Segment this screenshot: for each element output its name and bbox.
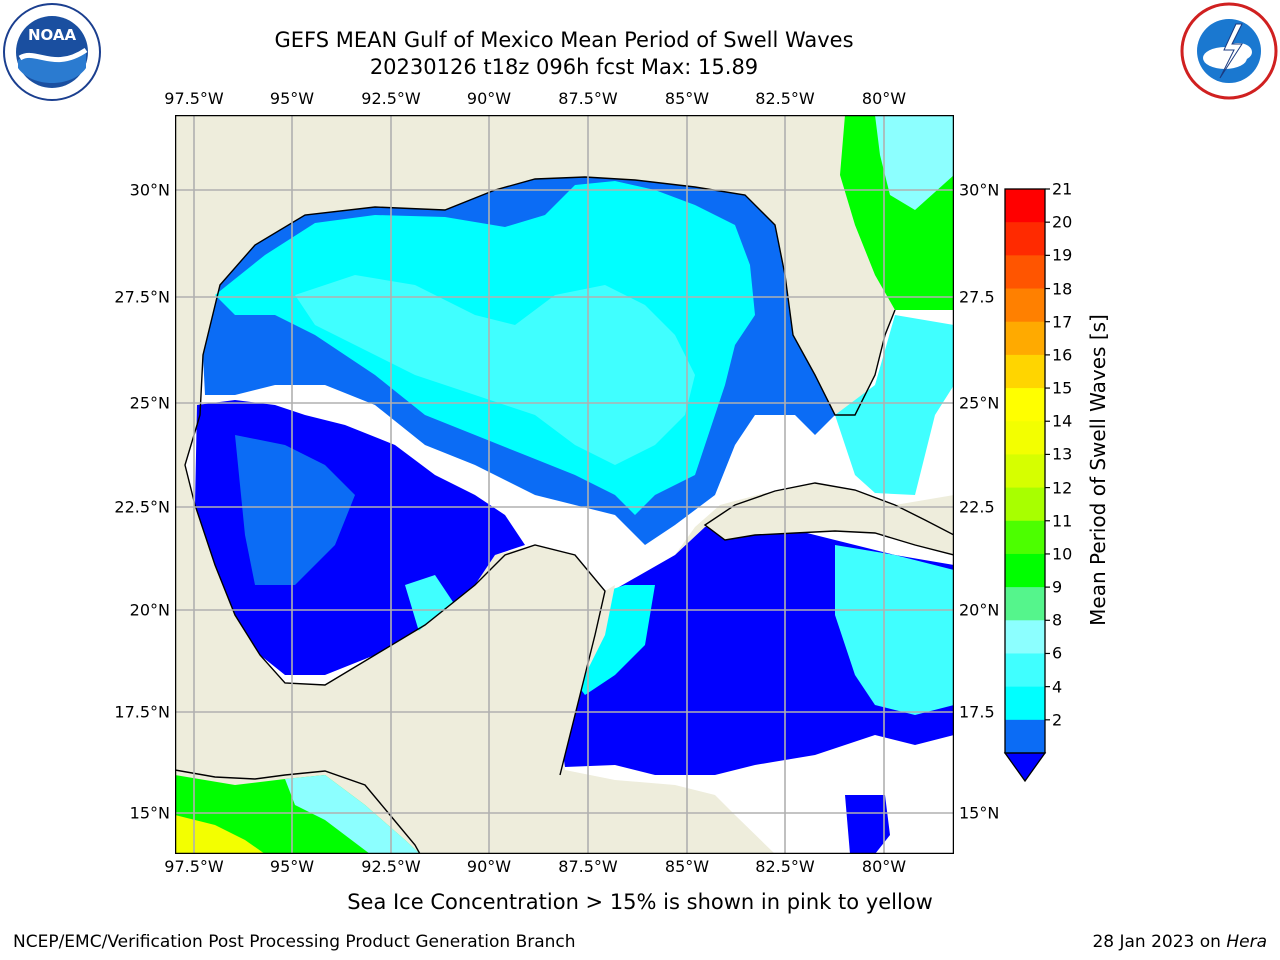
noaa-logo-text: NOAA (28, 26, 77, 44)
colorbar-tick-label: 11 (1052, 511, 1073, 531)
colorbar-bin (1005, 255, 1045, 290)
colorbar (1003, 188, 1050, 783)
colorbar-tick-label: 4 (1052, 677, 1063, 697)
colorbar-bins (1005, 189, 1045, 754)
lat-label-left: 30°N (129, 180, 170, 200)
colorbar-tick-label: 8 (1052, 610, 1063, 630)
lon-label-top: 87.5°W (558, 89, 618, 108)
colorbar-tick-label: 18 (1052, 279, 1073, 299)
lon-label-top: 80°W (861, 89, 907, 108)
colorbar-bin (1005, 222, 1045, 256)
colorbar-bin (1005, 553, 1045, 588)
lon-label-bottom: 95°W (269, 857, 315, 876)
colorbar-tick-label: 2 (1052, 710, 1063, 730)
colorbar-bin (1005, 587, 1045, 621)
lon-label-bottom: 82.5°W (755, 857, 815, 876)
map-frame (175, 115, 954, 854)
lat-label-right: 27.5 (959, 287, 995, 307)
caribbean-swell-8-9 (835, 545, 954, 715)
colorbar-tick-label: 21 (1052, 179, 1073, 199)
colorbar-tick-label: 20 (1052, 212, 1073, 232)
footer-host: Hera (1226, 932, 1267, 952)
colorbar-bin (1005, 719, 1045, 754)
nws-logo (1180, 2, 1278, 100)
footer-date: 28 Jan 2023 on (1092, 932, 1221, 952)
colorbar-bin (1005, 189, 1045, 223)
coastline-mexico (194, 504, 606, 776)
lon-label-bottom: 90°W (466, 857, 512, 876)
lon-label-bottom: 80°W (861, 857, 907, 876)
lat-label-right: 17.5 (959, 702, 995, 722)
lat-label-right: 30°N (959, 180, 1000, 200)
lon-label-top: 85°W (664, 89, 710, 108)
colorbar-bin (1005, 653, 1045, 688)
colorbar-tick-label: 19 (1052, 245, 1073, 265)
colorbar-bin (1005, 454, 1045, 489)
colorbar-bin (1005, 686, 1045, 721)
colorbar-frame (1004, 188, 1046, 754)
lat-label-right: 25°N (959, 393, 1000, 413)
colorbar-bin (1005, 421, 1045, 455)
colorbar-tick-marks (1045, 188, 1050, 721)
colorbar-bin (1005, 321, 1045, 356)
colorbar-tick-label: 15 (1052, 378, 1073, 398)
colorbar-tick-label: 13 (1052, 444, 1073, 464)
colorbar-bin (1005, 354, 1045, 389)
colorbar-tick-label: 14 (1052, 411, 1073, 431)
atlantic-water-cyan (875, 115, 954, 210)
chart-title: GEFS MEAN Gulf of Mexico Mean Period of … (274, 28, 854, 52)
lon-label-bottom: 87.5°W (558, 857, 618, 876)
colorbar-bin (1005, 288, 1045, 323)
yucatan (375, 545, 615, 775)
lat-label-left: 22.5°N (114, 497, 170, 517)
lat-label-left: 20°N (129, 600, 170, 620)
colorbar-tick-label: 17 (1052, 312, 1073, 332)
colorbar-bin (1005, 520, 1045, 555)
lon-label-top: 82.5°W (755, 89, 815, 108)
gulf-swell-8-9 (295, 275, 695, 465)
gulf-swell-4-6-west (235, 435, 355, 585)
chart-subtitle: 20230126 t18z 096h fcst Max: 15.89 (369, 55, 759, 79)
lat-label-right: 22.5 (959, 497, 995, 517)
graticule (175, 115, 954, 854)
coastline-central-america (175, 769, 421, 854)
lat-label-left: 25°N (129, 393, 170, 413)
lon-label-bottom: 97.5°W (164, 857, 224, 876)
lat-label-left: 15°N (129, 803, 170, 823)
footer-timestamp: 28 Jan 2023 on Hera (1092, 932, 1267, 952)
colorbar-bin (1005, 388, 1045, 422)
pacific-water-cyan (285, 775, 420, 854)
pacific-water-yellow (175, 815, 265, 854)
lon-label-bottom: 92.5°W (361, 857, 421, 876)
lat-label-right: 15°N (959, 803, 1000, 823)
lon-label-top: 92.5°W (361, 89, 421, 108)
straits-water (835, 315, 954, 495)
colorbar-tick-label: 10 (1052, 544, 1073, 564)
lon-label-top: 95°W (269, 89, 315, 108)
colorbar-tick-label: 6 (1052, 643, 1063, 663)
colorbar-title: Mean Period of Swell Waves [s] (1086, 314, 1110, 626)
lat-label-right: 20°N (959, 600, 1000, 620)
cuba (703, 482, 954, 556)
lat-label-left: 17.5°N (114, 702, 170, 722)
lon-label-top: 90°W (466, 89, 512, 108)
colorbar-tick-label: 9 (1052, 577, 1063, 597)
colorbar-extend-arrow (1003, 752, 1047, 783)
lon-label-bottom: 85°W (664, 857, 710, 876)
lat-label-left: 27.5°N (114, 287, 170, 307)
colorbar-tick-label: 16 (1052, 345, 1073, 365)
caribbean-swell-2-4-south (845, 795, 890, 854)
lon-label-top: 97.5°W (164, 89, 224, 108)
colorbar-bin (1005, 620, 1045, 654)
gulf-of-mexico-map (175, 115, 954, 854)
sea-ice-note: Sea Ice Concentration > 15% is shown in … (347, 890, 933, 914)
footer-credit: NCEP/EMC/Verification Post Processing Pr… (13, 932, 576, 952)
colorbar-bin (1005, 487, 1045, 522)
colorbar-tick-label: 12 (1052, 478, 1073, 498)
noaa-logo: NOAA (2, 2, 102, 102)
